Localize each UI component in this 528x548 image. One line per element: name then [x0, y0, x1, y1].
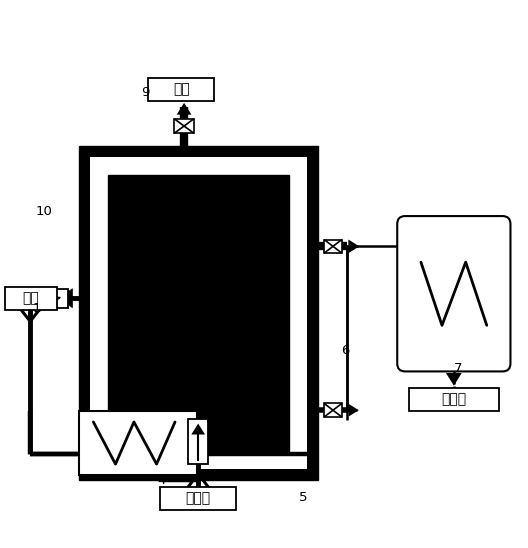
Polygon shape: [446, 373, 462, 386]
Bar: [5, 287, 56, 310]
Text: 4: 4: [157, 474, 165, 487]
Bar: [324, 403, 342, 417]
Text: 冷凝液: 冷凝液: [441, 392, 466, 406]
Bar: [148, 78, 214, 101]
Bar: [79, 411, 197, 475]
Bar: [409, 388, 498, 411]
Polygon shape: [59, 298, 72, 307]
Text: 9: 9: [142, 86, 150, 99]
Polygon shape: [191, 424, 205, 435]
Text: 6: 6: [342, 344, 350, 357]
Bar: [90, 157, 307, 470]
Bar: [188, 419, 208, 464]
Bar: [79, 146, 318, 481]
Bar: [160, 487, 236, 510]
Text: 5: 5: [299, 492, 308, 504]
Polygon shape: [348, 239, 360, 253]
Bar: [324, 239, 342, 253]
Text: 1: 1: [32, 302, 41, 315]
FancyBboxPatch shape: [397, 216, 511, 372]
Bar: [174, 119, 194, 133]
Bar: [108, 175, 289, 452]
Text: 2: 2: [107, 320, 116, 333]
Text: 补给气: 补给气: [185, 492, 211, 505]
Polygon shape: [348, 404, 359, 416]
Text: 尾气: 尾气: [173, 83, 190, 96]
Polygon shape: [59, 289, 72, 298]
Text: 3: 3: [123, 359, 131, 373]
Bar: [35, 289, 68, 307]
Polygon shape: [177, 103, 192, 115]
Text: 废气: 废气: [22, 291, 39, 305]
Text: 10: 10: [35, 206, 52, 218]
Text: 7: 7: [454, 362, 462, 375]
Text: 8: 8: [257, 254, 266, 267]
